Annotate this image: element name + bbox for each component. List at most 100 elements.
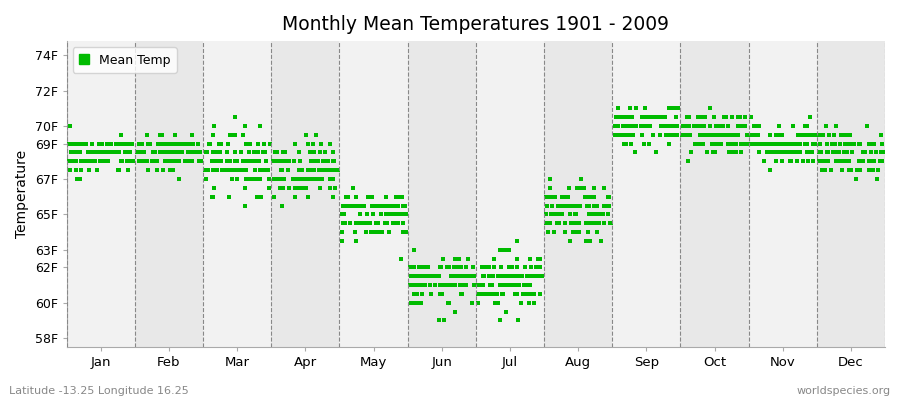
Point [713, 140, 727, 147]
Point [236, 158, 250, 164]
Point [68, 149, 82, 156]
Point [716, 132, 731, 138]
Point [743, 132, 758, 138]
Point [608, 123, 623, 129]
Point [455, 291, 470, 297]
Point [396, 211, 410, 218]
Point [154, 140, 168, 147]
Point [263, 140, 277, 147]
Point [179, 140, 194, 147]
Point [544, 202, 559, 209]
Point [597, 220, 611, 226]
Point [436, 282, 451, 288]
Point [853, 167, 868, 173]
Point [82, 158, 96, 164]
Point [734, 149, 749, 156]
Point [472, 282, 486, 288]
Point [833, 158, 848, 164]
Point [531, 273, 545, 280]
Point [62, 123, 77, 129]
Point [346, 185, 360, 191]
Point [617, 140, 632, 147]
Point [169, 158, 184, 164]
Point [703, 123, 717, 129]
Point [706, 140, 720, 147]
Point [585, 220, 599, 226]
Point [366, 211, 381, 218]
Point [869, 176, 884, 182]
Point [557, 229, 572, 235]
Point [94, 149, 108, 156]
Point [206, 185, 220, 191]
Point [580, 202, 594, 209]
Point [124, 158, 139, 164]
Point [77, 140, 92, 147]
Point [83, 149, 97, 156]
Point [395, 229, 410, 235]
Point [624, 114, 638, 120]
Point [676, 123, 690, 129]
Point [328, 167, 343, 173]
Point [510, 264, 525, 271]
Point [581, 202, 596, 209]
Point [63, 167, 77, 173]
Point [102, 140, 116, 147]
Point [176, 149, 190, 156]
Point [230, 176, 244, 182]
Point [94, 140, 109, 147]
Point [445, 273, 459, 280]
Point [806, 132, 820, 138]
Point [322, 140, 337, 147]
Point [166, 158, 181, 164]
Point [780, 140, 795, 147]
Point [543, 185, 557, 191]
Point [73, 149, 87, 156]
Point [259, 167, 274, 173]
Point [345, 202, 359, 209]
Point [714, 140, 728, 147]
Point [164, 158, 178, 164]
Point [221, 140, 236, 147]
Point [812, 149, 826, 156]
Point [831, 158, 845, 164]
Point [802, 114, 816, 120]
Point [561, 194, 575, 200]
Point [432, 317, 446, 324]
Point [125, 158, 140, 164]
Point [518, 264, 533, 271]
Point [840, 149, 854, 156]
Point [438, 282, 453, 288]
Point [287, 140, 302, 147]
Point [874, 149, 888, 156]
Point [374, 211, 389, 218]
Point [395, 194, 410, 200]
Point [206, 194, 220, 200]
Point [756, 140, 770, 147]
Point [494, 264, 508, 271]
Point [215, 167, 230, 173]
Point [238, 202, 252, 209]
Point [404, 273, 419, 280]
Point [182, 158, 196, 164]
Point [614, 132, 628, 138]
Point [738, 114, 752, 120]
Point [656, 123, 670, 129]
Point [841, 158, 855, 164]
Point [511, 282, 526, 288]
Point [579, 238, 593, 244]
Point [335, 211, 349, 218]
Point [625, 123, 639, 129]
Point [587, 211, 601, 218]
Point [165, 158, 179, 164]
Point [624, 123, 638, 129]
Point [82, 158, 96, 164]
Point [762, 140, 777, 147]
Point [756, 140, 770, 147]
Point [617, 132, 632, 138]
Point [80, 158, 94, 164]
Point [522, 300, 536, 306]
Point [636, 123, 651, 129]
Point [680, 123, 694, 129]
Point [590, 211, 605, 218]
Point [735, 123, 750, 129]
